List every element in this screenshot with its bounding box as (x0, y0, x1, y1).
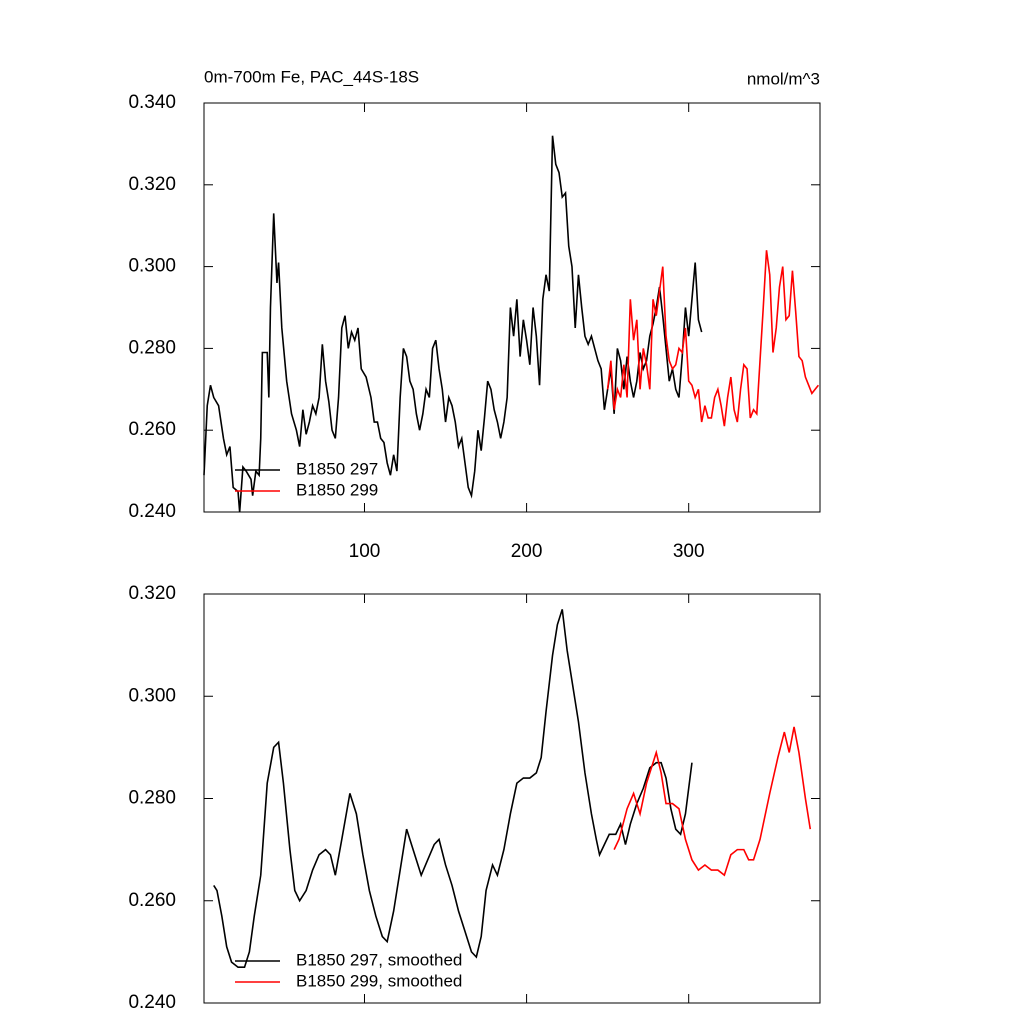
x-tick-label: 100 (349, 541, 381, 562)
legend-label: B1850 297 (296, 459, 378, 478)
y-tick-label: 0.320 (128, 174, 176, 195)
y-tick-label: 0.260 (128, 419, 176, 440)
chart-title: 0m-700m Fe, PAC_44S-18S (204, 67, 419, 86)
y-tick-label: 0.260 (128, 890, 176, 911)
x-tick-label: 200 (511, 541, 543, 562)
plot-frame (203, 593, 821, 1004)
y-tick-label: 0.300 (128, 685, 176, 706)
legend-label: B1850 299 (296, 480, 378, 499)
data-line (213, 609, 693, 969)
y-tick-label: 0.300 (128, 256, 176, 277)
data-line (606, 250, 820, 427)
units-label: nmol/m^3 (747, 69, 820, 88)
plot-frame (203, 102, 821, 513)
y-tick-label: 0.240 (128, 501, 176, 522)
y-tick-label: 0.240 (128, 992, 176, 1013)
legend-label: B1850 299, smoothed (296, 971, 462, 990)
y-tick-label: 0.340 (128, 92, 176, 113)
data-line (613, 726, 812, 877)
legend-label: B1850 297, smoothed (296, 950, 462, 969)
y-tick-label: 0.280 (128, 337, 176, 358)
y-tick-label: 0.320 (128, 583, 176, 604)
x-tick-label: 300 (673, 541, 705, 562)
data-line (203, 135, 703, 513)
y-tick-label: 0.280 (128, 788, 176, 809)
